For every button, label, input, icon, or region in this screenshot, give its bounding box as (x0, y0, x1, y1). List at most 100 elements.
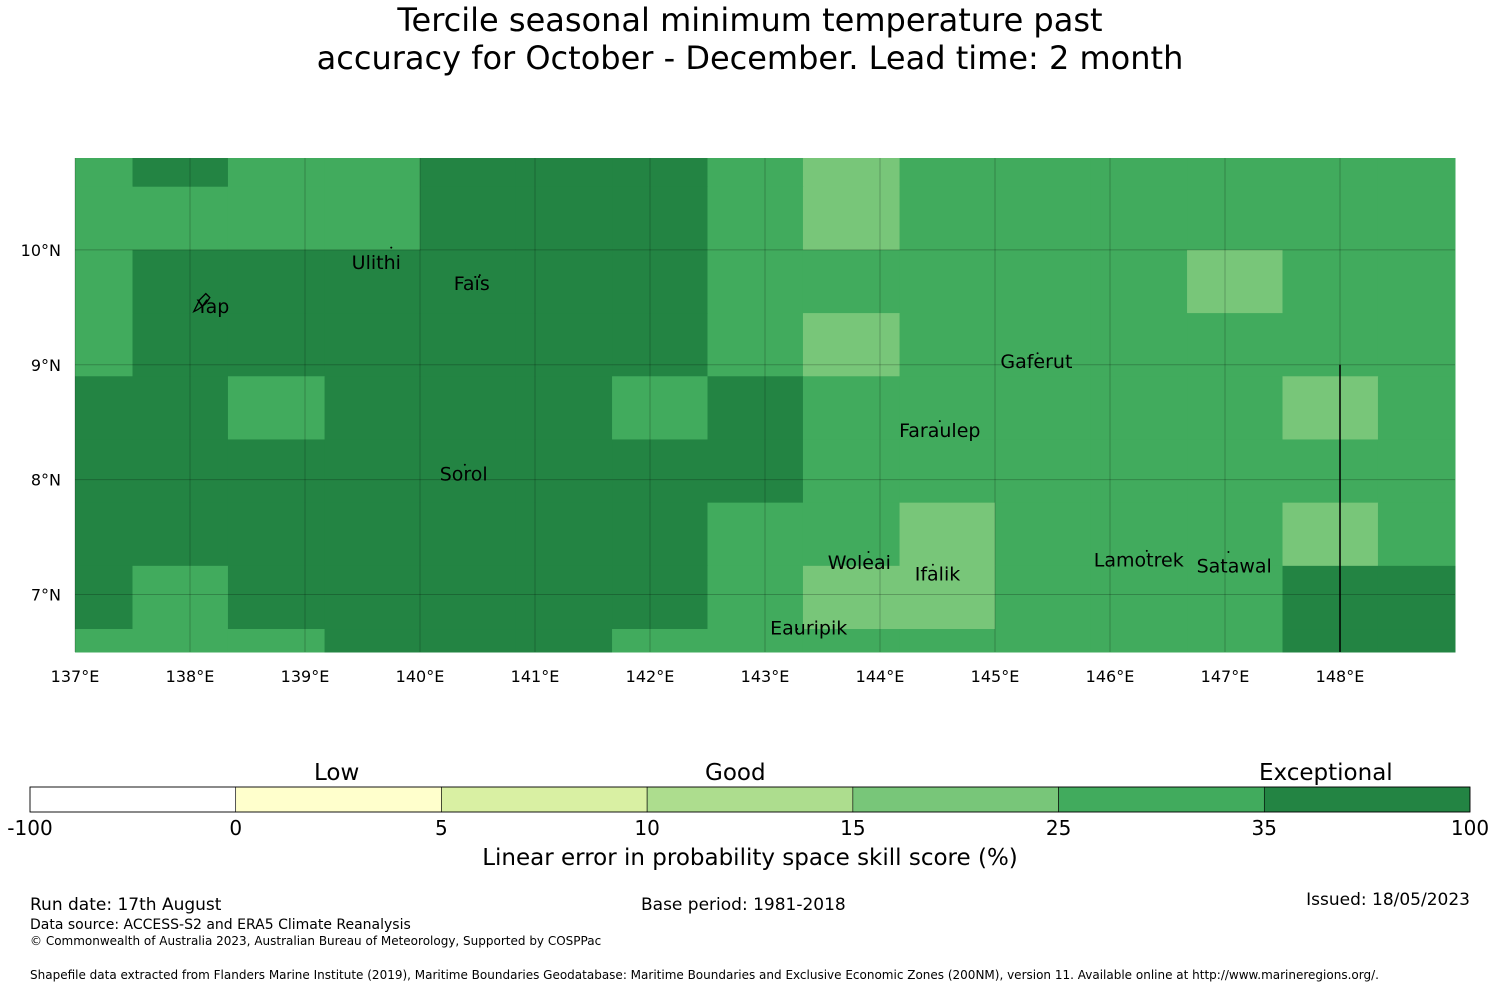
grid-cell (612, 313, 708, 377)
grid-cell (995, 158, 1091, 188)
base-period: Base period: 1981-2018 (641, 895, 846, 915)
grid-cell (1187, 186, 1283, 251)
chart-title-line1: Tercile seasonal minimum temperature pas… (397, 1, 1103, 39)
grid-cell (707, 376, 804, 440)
grid-cell (75, 629, 133, 653)
grid-cell (1282, 313, 1379, 377)
lon-tick-label: 144°E (856, 667, 905, 686)
place-label: Lamotrek (1094, 550, 1184, 572)
grid-cell (899, 249, 996, 314)
grid-cell (802, 439, 901, 504)
grid-cell (1377, 249, 1456, 314)
grid-cell (612, 186, 708, 251)
chart-title-line2: accuracy for October - December. Lead ti… (316, 39, 1184, 77)
grid-cell (1090, 249, 1188, 314)
island-dot (1145, 549, 1148, 552)
island-dot (478, 274, 481, 277)
grid-cell (132, 313, 229, 377)
colorbar-tick-label: 10 (634, 816, 659, 840)
grid-cell (1187, 313, 1283, 377)
island-dot (463, 463, 466, 466)
grid-cell (802, 249, 901, 314)
longitude-axis: 137°E 138°E 139°E 140°E 141°E 142°E 143°E 144°E… (51, 667, 1365, 686)
grid-cell (612, 249, 708, 314)
grid-cell (802, 313, 901, 377)
lat-tick-label: 8°N (31, 471, 61, 490)
grid-cell (802, 186, 901, 251)
grid-cell (227, 313, 326, 377)
grid-cell (612, 439, 708, 504)
colorbar: -100 0 5 10 15 25 35 100 (7, 786, 1489, 840)
colorbar-segment (29, 786, 237, 813)
grid-cell (1187, 376, 1283, 440)
grid-cell (75, 376, 133, 440)
grid-cell (995, 629, 1091, 653)
island-dot (938, 420, 941, 423)
grid-cell (420, 376, 516, 440)
grid-cell (1377, 376, 1456, 440)
grid-cell (1377, 313, 1456, 377)
grid-cell (132, 186, 229, 251)
grid-cell (612, 565, 708, 630)
grid-cell (899, 376, 996, 440)
grid-cell (1090, 313, 1188, 377)
island-dot (1227, 551, 1230, 554)
grid-cell (420, 313, 516, 377)
shapefile-credit: Shapefile data extracted from Flanders M… (30, 968, 1379, 982)
colorbar-frame (29, 786, 1471, 813)
grid-cell (1282, 565, 1379, 630)
lon-tick-label: 137°E (51, 667, 100, 686)
grid-cell (1090, 376, 1188, 440)
grid-cell (707, 565, 804, 630)
grid-cell (132, 249, 229, 314)
colorbar-segment (1263, 786, 1471, 813)
grid-cell (995, 249, 1091, 314)
colorbar-tick-label: 100 (1451, 816, 1489, 840)
grid-cell (1282, 249, 1379, 314)
colorbar-tick-label: 0 (229, 816, 242, 840)
grid-cell (1187, 249, 1283, 314)
lat-tick-label: 7°N (31, 586, 61, 605)
grid-cell (75, 502, 133, 567)
place-label: Sorol (440, 464, 488, 486)
grid-cell (899, 186, 996, 251)
place-label: Satawal (1197, 555, 1272, 577)
lon-tick-label: 148°E (1316, 667, 1365, 686)
place-label: Yap (196, 296, 230, 318)
grid-cell (75, 313, 133, 377)
grid-cell (707, 629, 804, 653)
grid-cell (324, 186, 421, 251)
grid-cell (1377, 502, 1456, 567)
colorbar-segment (852, 786, 1059, 813)
grid-cell (227, 186, 326, 251)
grid-cell (1282, 439, 1379, 504)
grid-cell (132, 439, 229, 504)
grid-cell (324, 565, 421, 630)
grid-cell (802, 565, 901, 630)
grid-cell (420, 186, 516, 251)
grid-cell (612, 376, 708, 440)
lat-tick-label: 10°N (21, 241, 61, 260)
grid-cell (995, 313, 1091, 377)
colorbar-segment (1058, 786, 1265, 813)
colorbar-tick-label: 15 (840, 816, 865, 840)
grid-cell (132, 502, 229, 567)
grid-cell (227, 249, 326, 314)
island-dot (1036, 352, 1039, 355)
colorbar-segment (441, 786, 648, 813)
place-label: Gaferut (1000, 351, 1072, 373)
grid-cell (802, 502, 901, 567)
island-markers (192, 246, 1230, 631)
grid-cell (995, 502, 1091, 567)
grid-cell (707, 249, 804, 314)
grid-cell (132, 565, 229, 630)
grid-cell (324, 249, 421, 314)
grid-cell (707, 439, 804, 504)
data-source: Data source: ACCESS-S2 and ERA5 Climate … (30, 917, 411, 933)
grid-cell (707, 186, 804, 251)
grid-cell (75, 565, 133, 630)
grid-cell (132, 158, 229, 188)
grid-cell (75, 249, 133, 314)
lon-tick-label: 138°E (166, 667, 215, 686)
grid-cell (420, 249, 516, 314)
